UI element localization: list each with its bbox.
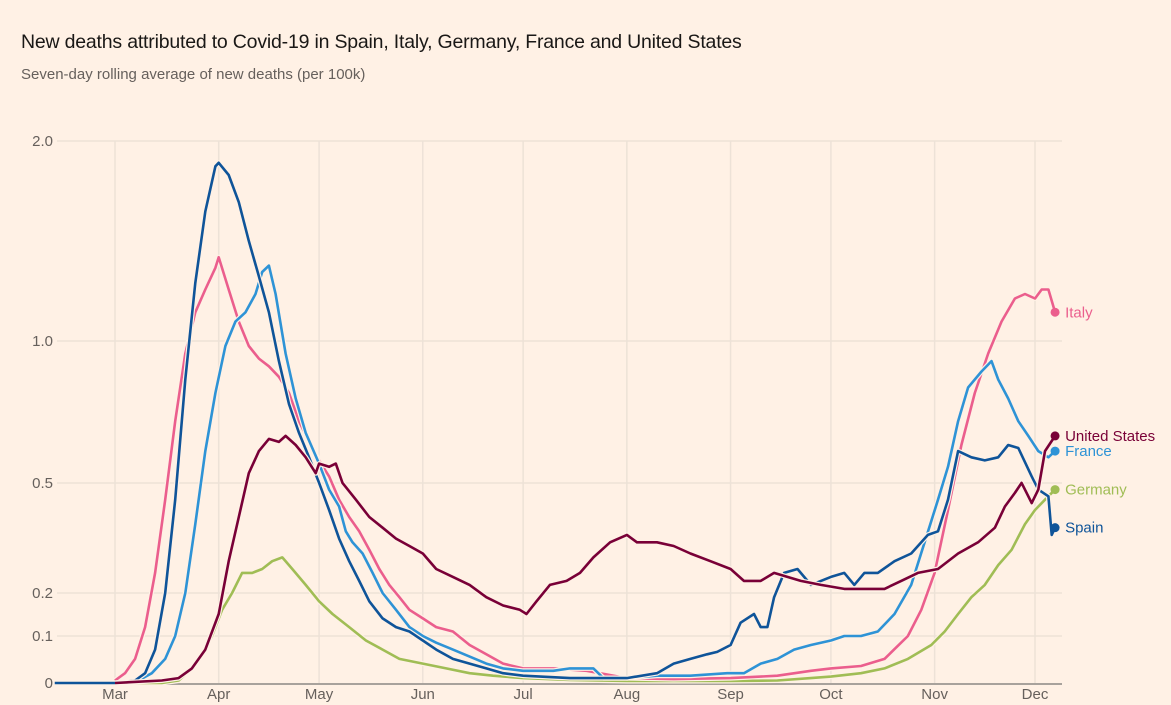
x-tick-label: Jun (411, 686, 435, 703)
series-line-italy (114, 255, 1057, 682)
y-axis: 0 0.1 0.2 0.5 1.0 2.0 (32, 133, 53, 692)
x-tick-label: Apr (207, 686, 230, 703)
series-label: Germany (1065, 482, 1127, 499)
chart-title: New deaths attributed to Covid-19 in Spa… (21, 31, 742, 53)
x-tick-label: Oct (819, 686, 843, 703)
grid (57, 140, 1062, 683)
series-halo (54, 263, 1057, 686)
y-tick-label: 1.0 (32, 333, 53, 350)
y-tick-label: 0 (45, 675, 53, 692)
y-tick-label: 2.0 (32, 133, 53, 150)
series-label: Spain (1065, 520, 1103, 537)
x-tick-label: Nov (921, 686, 948, 703)
x-tick-label: Dec (1022, 686, 1049, 703)
series-label: United States (1065, 428, 1155, 445)
series-end-marker (1050, 485, 1060, 495)
x-tick-label: Mar (102, 686, 128, 703)
x-tick-label: Aug (614, 686, 641, 703)
series-label: Italy (1065, 304, 1093, 321)
series-end-marker (1050, 431, 1060, 441)
x-tick-label: May (305, 686, 334, 703)
y-tick-label: 0.5 (32, 475, 53, 492)
series-end-marker (1050, 307, 1060, 317)
series-line-germany (115, 488, 1057, 685)
series-line-france (54, 264, 1056, 685)
x-tick-label: Sep (717, 686, 744, 703)
y-tick-label: 0.1 (32, 628, 53, 645)
x-tick-label: Jul (514, 686, 533, 703)
series-line-spain (54, 161, 1057, 685)
series-end-marker (1050, 523, 1060, 533)
chart-subtitle: Seven-day rolling average of new deaths … (21, 66, 366, 83)
series-line-united-states (114, 434, 1057, 685)
series-end-marker (1050, 446, 1060, 456)
series-lines (54, 160, 1058, 686)
series-label: France (1065, 443, 1112, 460)
series-halo (54, 160, 1058, 686)
series-halo (113, 254, 1058, 683)
series-halo (114, 433, 1058, 686)
y-tick-label: 0.2 (32, 585, 53, 602)
x-axis: Mar Apr May Jun Jul Aug Sep Oct Nov Dec (57, 683, 1062, 703)
series-labels: Germany Italy France Spain United States (1050, 304, 1155, 537)
